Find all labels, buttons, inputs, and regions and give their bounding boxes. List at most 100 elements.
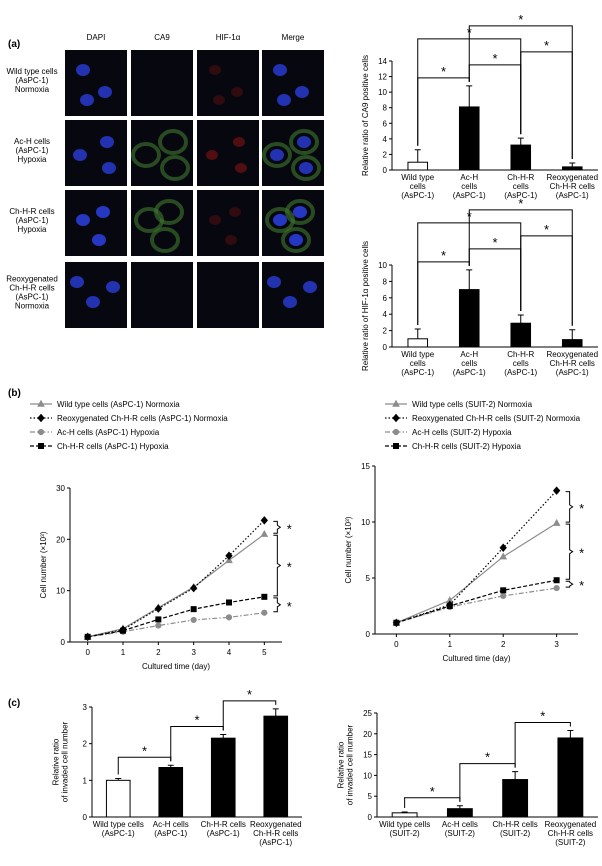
error-bar [414, 328, 421, 339]
column-header: HIF-1α [216, 33, 241, 42]
significance-star: * [540, 708, 545, 723]
bar [263, 715, 289, 818]
y-tick-label: 2 [383, 150, 388, 159]
legend-label: Reoxygenated Ch-H-R cells (AsPC-1) Normo… [57, 414, 228, 423]
y-tick-label: 6 [383, 294, 388, 303]
marker [499, 552, 508, 560]
bar [407, 338, 429, 348]
significance-star: * [518, 12, 523, 27]
error-bar [220, 734, 227, 739]
marker [553, 584, 560, 592]
y-tick-label: 5 [366, 574, 371, 583]
significance-bracket [520, 51, 573, 159]
x-tick-label: Ac-H cells (AsPC-1) [453, 350, 486, 377]
y-tick-label: 3 [83, 703, 88, 712]
x-tick-label: 0 [394, 640, 399, 649]
significance-star: * [287, 599, 292, 614]
y-axis-label: Relative ratioof invaded cell number [337, 724, 355, 805]
bar [458, 106, 480, 171]
error-bar [567, 729, 574, 738]
y-axis-label: Relative ratio of HIF-1α positive cells [361, 241, 370, 371]
marker [155, 616, 162, 623]
bar [158, 767, 184, 818]
significance-star: * [579, 578, 584, 593]
series-line [396, 579, 557, 624]
x-tick-label: Reoxygenated Ch-H-R cells (AsPC-1) [546, 173, 598, 200]
column-header: CA9 [154, 33, 170, 42]
significance-star: * [579, 546, 584, 561]
error-bar [167, 764, 174, 768]
panel-label: (b) [8, 388, 21, 399]
error-bar [569, 162, 576, 167]
significance-star: * [194, 713, 199, 728]
marker [446, 603, 453, 609]
significance-brace [565, 580, 574, 588]
micrograph [262, 262, 324, 328]
bar [407, 161, 429, 171]
significance-star: * [142, 743, 147, 758]
marker [553, 577, 560, 584]
x-tick-label: Reoxygenated Ch-H-R cells (AsPC-1) [546, 350, 598, 377]
row-label: Ac-H cells (AsPC-1) Hypoxia [14, 137, 50, 164]
significance-bracket [404, 797, 461, 809]
significance-star: * [441, 248, 446, 263]
error-bar [512, 771, 519, 780]
y-tick-label: 1 [83, 776, 88, 785]
x-tick-label: 4 [227, 648, 232, 657]
micrograph [131, 262, 193, 328]
significance-brace [273, 597, 282, 613]
marker [190, 616, 197, 624]
series-line [396, 587, 557, 624]
significance-brace [565, 491, 574, 523]
nucleus [76, 64, 90, 76]
x-axis-label: Cultured time (day) [142, 662, 210, 671]
marker [155, 622, 162, 629]
error-bar [272, 708, 279, 717]
nucleus [96, 206, 110, 218]
nucleus [273, 64, 287, 76]
y-tick-label: 10 [378, 88, 387, 97]
significance-star: * [430, 784, 435, 799]
series-line [87, 612, 265, 638]
nucleus [106, 281, 120, 293]
marker [226, 599, 232, 606]
error-bar [456, 805, 463, 809]
bar [510, 144, 532, 171]
x-tick-label: 1 [448, 640, 453, 649]
marker [37, 413, 45, 423]
marker [260, 529, 269, 537]
y-tick-label: 0 [383, 166, 388, 175]
significance-star: * [287, 560, 292, 575]
ca9-stain [131, 142, 161, 168]
bar [561, 166, 583, 171]
row-label: Wild type cells (AsPC-1) Normoxia [6, 67, 57, 94]
legend-label: Reoxygenated Ch-H-R cells (SUIT-2) Normo… [412, 414, 581, 423]
error-bar [517, 137, 524, 146]
y-tick-label: 4 [383, 135, 388, 144]
x-axis-label: Cultured time (day) [442, 654, 510, 663]
y-tick-label: 20 [363, 730, 372, 739]
micrograph [65, 262, 127, 328]
error-bar [115, 778, 122, 781]
nucleus [295, 86, 309, 98]
hif-stain [231, 87, 243, 97]
significance-star: * [544, 222, 549, 237]
significance-bracket [468, 209, 573, 326]
x-tick-label: Ch-H-R cells (SUIT-2) [492, 820, 537, 838]
y-tick-label: 15 [363, 751, 372, 760]
y-axis-label: Cell number (×10³) [39, 531, 48, 598]
x-tick-label: Ac-H cells (SUIT-2) [442, 820, 478, 838]
legend-label: Ch-H-R cells (SUIT-2) Hypoxia [412, 442, 521, 451]
marker [120, 627, 126, 634]
ca9-stain [160, 155, 190, 181]
nucleus [267, 276, 281, 288]
bar [210, 737, 236, 818]
y-tick-label: 4 [383, 310, 388, 319]
nucleus [270, 149, 284, 161]
x-tick-label: Reoxygenated Ch-H-R cells (SUIT-2) [545, 820, 597, 847]
significance-star: * [579, 501, 584, 516]
bar [458, 289, 480, 348]
y-tick-label: 14 [378, 57, 387, 66]
x-tick-label: 3 [191, 648, 196, 657]
